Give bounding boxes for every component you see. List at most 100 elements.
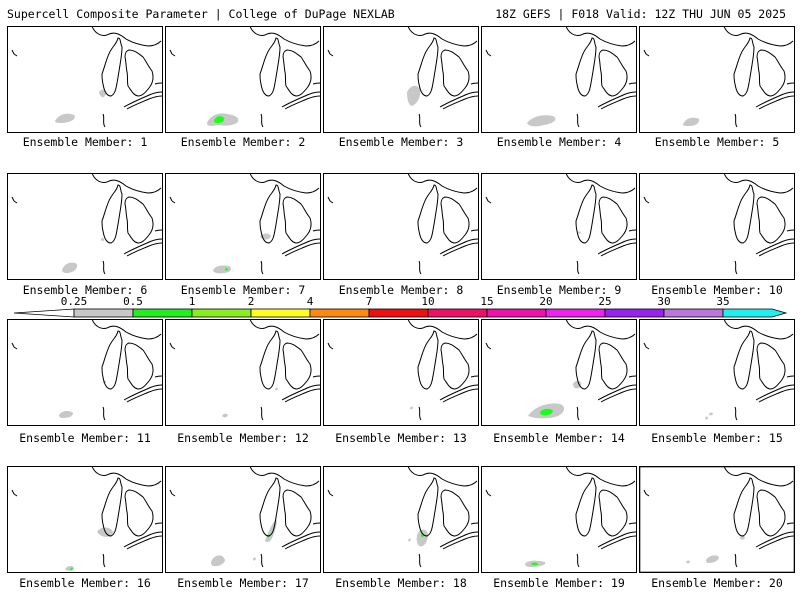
ensemble-map <box>165 26 321 133</box>
color-scale-legend: 0.25 0.5 1 2 4 7 10 15 20 25 30 35 <box>13 296 788 318</box>
scp-contour-0.25 <box>253 557 256 561</box>
scp-contour-0.5 <box>225 267 228 271</box>
ensemble-map <box>323 26 479 133</box>
panel-frame <box>7 466 163 573</box>
colorbar-tick-label: 10 <box>421 296 434 308</box>
ensemble-caption: Ensemble Member: 9 <box>496 283 622 297</box>
panel-frame <box>165 466 321 573</box>
ensemble-map <box>639 173 795 280</box>
colorbar-swatch <box>132 308 193 318</box>
ensemble-map <box>639 26 795 133</box>
scp-contour-0.5 <box>214 115 225 123</box>
colorbar-tick-label: 20 <box>539 296 552 308</box>
ensemble-map <box>7 173 163 280</box>
ensemble-caption: Ensemble Member: 3 <box>338 135 464 149</box>
scp-contours <box>527 115 556 127</box>
great-lakes-outline <box>643 173 795 275</box>
scp-contours <box>222 387 278 418</box>
ensemble-map-panel <box>165 173 321 280</box>
scp-contour-0.25 <box>410 406 413 410</box>
panel-frame <box>323 26 479 133</box>
colorbar-swatch <box>309 308 370 318</box>
colorbar-swatch <box>604 308 665 318</box>
great-lakes-outline <box>327 173 479 275</box>
ensemble-caption: Ensemble Member: 14 <box>493 431 625 445</box>
scp-contour-0.25 <box>59 410 73 418</box>
ensemble-map-panel <box>481 26 637 133</box>
great-lakes-outline <box>485 319 637 421</box>
scp-contour-0.25 <box>222 413 228 418</box>
colorbar-tick-label: 15 <box>480 296 493 308</box>
scp-contour-0.25 <box>275 387 278 391</box>
great-lakes-outline <box>169 319 321 421</box>
scp-contour-0.25 <box>709 412 713 416</box>
ensemble-map <box>481 26 637 133</box>
ensemble-map-panel <box>7 26 163 133</box>
panel-frame <box>639 173 795 280</box>
scp-contours <box>525 560 546 567</box>
panel-frame <box>165 26 321 133</box>
scp-contours <box>62 237 104 273</box>
scp-contour-0.25 <box>527 115 556 127</box>
ensemble-map-panel[interactable] <box>639 466 795 573</box>
ensemble-map-panel <box>323 173 479 280</box>
ensemble-caption: Ensemble Member: 6 <box>22 283 148 297</box>
scp-contour-0.25 <box>683 117 700 126</box>
ensemble-map <box>639 466 795 573</box>
ensemble-caption: Ensemble Member: 10 <box>651 283 783 297</box>
panel-frame <box>481 173 637 280</box>
scp-contours <box>211 519 277 567</box>
ensemble-map <box>481 173 637 280</box>
ensemble-caption: Ensemble Member: 1 <box>22 135 148 149</box>
colorbar-swatch <box>722 308 788 318</box>
colorbar-tick-label: 7 <box>366 296 373 308</box>
colorbar-tick-label: 25 <box>598 296 611 308</box>
ensemble-caption: Ensemble Member: 18 <box>335 576 467 590</box>
great-lakes-outline <box>643 319 795 421</box>
panel-frame <box>639 26 795 133</box>
colorbar-swatch <box>191 308 252 318</box>
great-lakes-outline <box>169 26 321 128</box>
ensemble-map <box>323 319 479 426</box>
ensemble-map-panel <box>165 466 321 573</box>
ensemble-caption: Ensemble Member: 4 <box>496 135 622 149</box>
panel-frame <box>7 26 163 133</box>
ensemble-map-panel <box>481 319 637 426</box>
scp-contour-0.25 <box>407 85 421 106</box>
panel-frame <box>323 319 479 426</box>
scp-contour-0.25 <box>101 237 104 242</box>
ensemble-caption: Ensemble Member: 5 <box>654 135 780 149</box>
scp-contour-0.25 <box>55 113 75 123</box>
chart-title: Supercell Composite Parameter | College … <box>7 7 395 21</box>
scp-contour-0.25 <box>62 262 78 273</box>
scp-contour-0.25 <box>211 555 225 567</box>
colorbar-underflow <box>13 308 75 318</box>
scp-contour-0.25 <box>705 416 708 420</box>
ensemble-caption: Ensemble Member: 2 <box>180 135 306 149</box>
panel-frame <box>481 466 637 573</box>
panel-frame <box>7 319 163 426</box>
ensemble-map-panel <box>481 466 637 573</box>
colorbar-swatch <box>486 308 547 318</box>
scp-contour-0.25 <box>578 231 581 234</box>
colorbar-tick-label: 0.25 <box>61 296 88 308</box>
scp-contours <box>705 412 713 420</box>
ensemble-map-panel <box>323 319 479 426</box>
ensemble-map-panel <box>323 466 479 573</box>
panel-frame <box>639 466 795 573</box>
great-lakes-outline <box>327 26 479 128</box>
ensemble-map <box>481 319 637 426</box>
scp-contour-0.5 <box>531 562 538 566</box>
scp-contours <box>207 113 239 126</box>
ensemble-map-panel <box>165 319 321 426</box>
ensemble-map <box>165 319 321 426</box>
ensemble-map-panel <box>165 26 321 133</box>
ensemble-map-panel <box>481 173 637 280</box>
ensemble-map-panel <box>7 319 163 426</box>
great-lakes-outline <box>11 26 163 128</box>
scp-contour-0.25 <box>740 535 745 540</box>
ensemble-map-panel <box>7 466 163 573</box>
ensemble-caption: Ensemble Member: 8 <box>338 283 464 297</box>
panel-frame <box>481 319 637 426</box>
scp-contour-0.25 <box>686 560 690 564</box>
